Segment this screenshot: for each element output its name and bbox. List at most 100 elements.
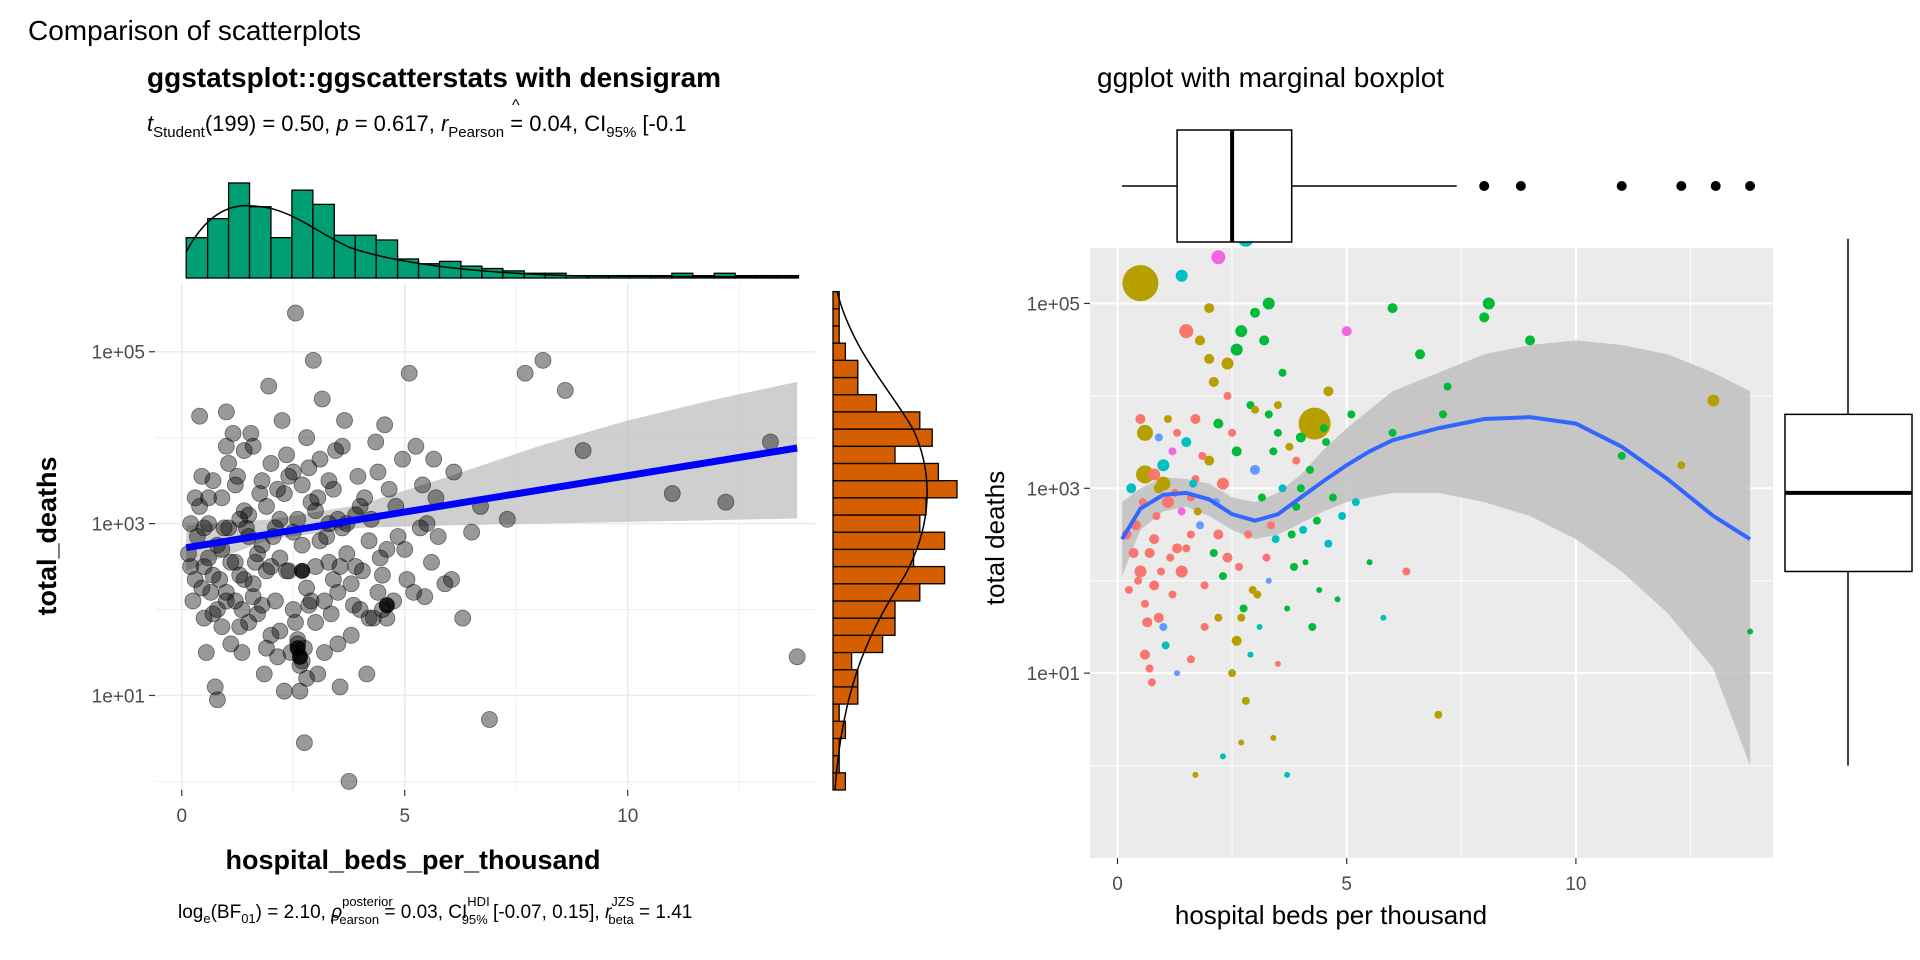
right-histogram-bar [832,600,896,619]
left-data-point [414,476,431,494]
right-data-point [1259,335,1270,346]
left-data-point [320,472,338,490]
right-data-point [1316,586,1323,593]
right-data-point [1145,664,1154,673]
right-data-point [1295,432,1306,443]
left-data-point [213,618,231,636]
left-data-point [193,467,211,485]
right-data-point [1617,451,1626,460]
left-data-point [304,351,322,369]
right-data-point [1299,525,1308,534]
right-data-point [1273,401,1282,410]
right-data-point [1292,456,1301,465]
right-histogram [832,290,958,791]
left-data-point [322,605,340,623]
left-data-point [275,682,293,700]
right-data-point [1174,670,1181,677]
left-data-point [347,558,365,575]
left-data-point [311,450,329,468]
left-data-point [200,489,217,507]
right-data-point [1181,437,1192,448]
right-data-point [1228,428,1237,437]
right-data-point [1237,613,1246,622]
left-data-point [258,562,275,580]
left-data-point [251,485,269,502]
right-data-point [1200,622,1209,631]
right-data-point [1323,386,1334,397]
regression-line [185,444,798,552]
right-data-point [1241,696,1250,705]
left-data-point [260,377,278,395]
right-data-point [1168,590,1177,599]
left-data-point [351,498,369,515]
left-data-point [195,519,213,537]
right-histogram-bar [832,359,859,379]
right-data-point [1136,465,1155,484]
right-x-axis-label: hospital beds per thousand [1175,900,1487,930]
left-x-axis-label: hospital_beds_per_thousand [225,845,600,875]
left-data-point [398,571,416,588]
right-histogram-bar [832,617,896,636]
right-panel: ggplot with marginal boxplot 0 5 10 1e+01 1e… [980,62,1913,930]
left-y-tick-label: 1e+01 [92,686,145,707]
left-data-point [394,450,411,468]
left-data-point [293,476,311,494]
left-data-point [271,622,289,640]
left-data-point [197,644,215,661]
right-x-tick-label: 10 [1565,874,1586,895]
right-data-point [1122,265,1159,302]
right-data-point [1238,739,1245,746]
right-data-point [1328,493,1337,502]
right-data-point [1204,303,1215,314]
right-data-point [1402,567,1411,576]
right-data-point [1479,312,1490,323]
right-smooth-band [1122,340,1751,766]
right-data-point [1677,461,1686,470]
right-data-point [1482,297,1495,310]
left-data-point [206,678,224,696]
left-data-point [195,609,213,627]
right-histogram-bar [832,394,878,413]
right-histogram-bar [832,634,884,654]
right-data-point [1248,585,1257,594]
right-data-point [1179,324,1194,339]
right-histogram-bar [832,531,946,551]
left-data-point [329,583,347,601]
right-data-point [1351,498,1360,507]
left-data-point [516,364,534,382]
right-data-point [1380,614,1387,621]
left-data-point [211,571,229,588]
right-scatter-points [1121,230,1754,778]
top-box-outlier [1676,181,1687,191]
left-data-point [429,528,447,545]
left-data-point [369,463,387,481]
right-histogram-bar [832,411,921,430]
left-data-point [233,601,251,618]
left-data-point [191,498,208,515]
right-data-point [1177,507,1186,516]
left-data-point [244,588,262,606]
right-data-point [1166,553,1175,562]
left-data-point [788,648,806,666]
left-data-point [242,424,260,442]
left-panel: ggstatsplot::ggscatterstats with densigr… [32,62,958,927]
left-data-point [235,442,253,459]
top-box-outlier [1710,181,1721,191]
left-data-point [380,480,398,498]
left-data-point [349,467,367,485]
right-data-point [1338,512,1347,521]
left-data-point [407,437,425,455]
left-data-point [294,562,311,579]
top-histogram-bar [354,234,377,279]
right-data-point [1219,753,1226,760]
right-data-point [1124,585,1133,594]
right-data-point [1747,628,1754,635]
right-data-point [1388,428,1397,437]
right-data-point [1230,343,1243,356]
right-y-tick-label: 1e+03 [1027,479,1080,500]
left-data-point [445,463,463,481]
right-x-tick-label: 5 [1341,874,1352,895]
right-data-point [1289,562,1298,571]
right-data-point [1126,483,1137,494]
right-data-point [1284,771,1291,778]
